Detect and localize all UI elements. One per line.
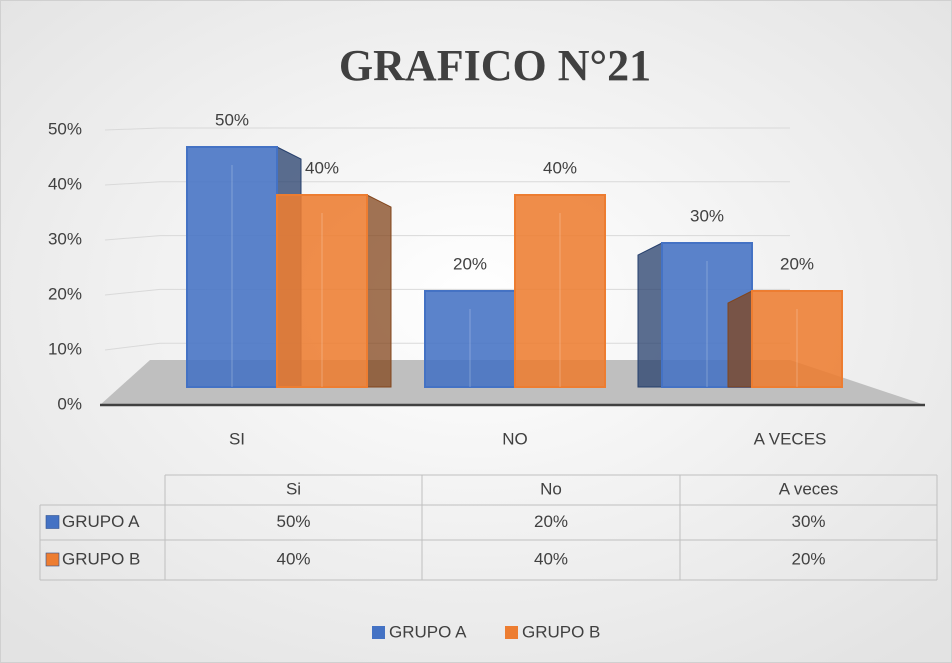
chart-title: GRAFICO N°21 — [339, 41, 651, 90]
y-tick-label: 30% — [48, 229, 82, 248]
table-header: No — [540, 479, 562, 498]
table-cell: 20% — [534, 512, 568, 531]
grid-line — [104, 181, 790, 186]
y-tick-label: 50% — [48, 119, 82, 138]
x-tick-label: NO — [502, 429, 528, 448]
table-cell: 40% — [276, 549, 310, 568]
data-label: 50% — [215, 110, 249, 129]
bar-side — [637, 242, 663, 388]
legend-label: GRUPO B — [522, 622, 600, 641]
x-tick-label: SI — [229, 429, 245, 448]
table-cell: 30% — [791, 512, 825, 531]
table-key — [45, 515, 60, 529]
table-cell: 20% — [791, 549, 825, 568]
y-tick-label: 10% — [48, 339, 82, 358]
data-label: 40% — [543, 158, 577, 177]
table-header: A veces — [779, 479, 839, 498]
y-tick-label: 20% — [48, 284, 82, 303]
bar — [751, 290, 843, 388]
table-row-label: GRUPO B — [62, 549, 140, 568]
table-cell: 50% — [276, 512, 310, 531]
table-row-label: GRUPO A — [62, 512, 140, 531]
data-label: 30% — [690, 206, 724, 225]
y-tick-label: 40% — [48, 174, 82, 193]
legend-key — [505, 626, 518, 639]
y-tick-label: 0% — [57, 394, 82, 413]
bar-side — [727, 290, 753, 388]
x-tick-label: A VECES — [754, 429, 827, 448]
data-label: 20% — [453, 254, 487, 273]
table-key — [45, 552, 60, 567]
data-label: 40% — [305, 158, 339, 177]
table-header: Si — [286, 479, 301, 498]
bar — [276, 194, 368, 388]
legend-label: GRUPO A — [389, 622, 467, 641]
grid-line — [104, 127, 790, 131]
table-cell: 40% — [534, 549, 568, 568]
bar-side — [366, 194, 392, 388]
bar — [514, 194, 606, 388]
legend-key — [372, 626, 385, 639]
data-label: 20% — [780, 254, 814, 273]
